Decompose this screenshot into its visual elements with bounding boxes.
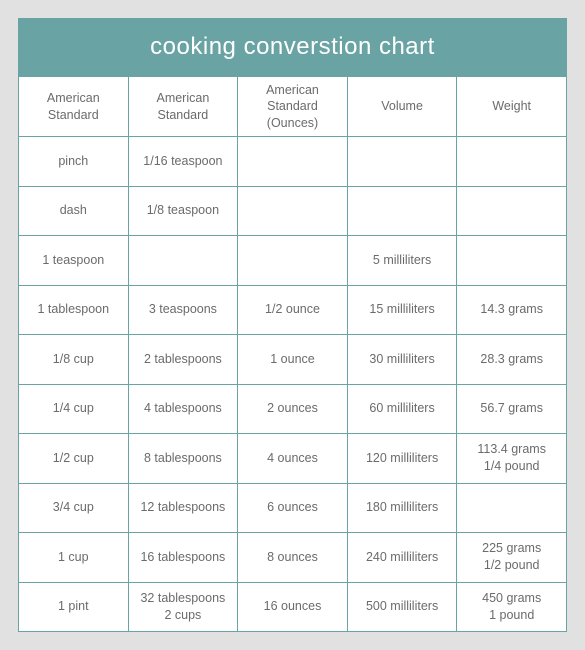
table-cell: 15 milliliters bbox=[347, 285, 457, 335]
table-row: 1 teaspoon 5 milliliters bbox=[19, 236, 567, 286]
table-body: pinch1/16 teaspoondash1/8 teaspoon1 teas… bbox=[19, 137, 567, 632]
table-cell: 3 teaspoons bbox=[128, 285, 238, 335]
table-cell: 500 milliliters bbox=[347, 582, 457, 632]
table-cell: 1/2 ounce bbox=[238, 285, 348, 335]
table-header: American StandardAmerican StandardAmeric… bbox=[19, 77, 567, 137]
table-cell: 120 milliliters bbox=[347, 434, 457, 484]
table-cell bbox=[238, 236, 348, 286]
table-cell: 14.3 grams bbox=[457, 285, 567, 335]
table-cell: 1 teaspoon bbox=[19, 236, 129, 286]
table-row: 3/4 cup12 tablespoons6 ounces180 millili… bbox=[19, 483, 567, 533]
table-cell bbox=[347, 137, 457, 187]
table-cell: 32 tablespoons2 cups bbox=[128, 582, 238, 632]
table-cell: 28.3 grams bbox=[457, 335, 567, 385]
table-row: 1/4 cup4 tablespoons2 ounces60 millilite… bbox=[19, 384, 567, 434]
table-cell bbox=[457, 236, 567, 286]
table-cell bbox=[457, 137, 567, 187]
table-cell: 450 grams1 pound bbox=[457, 582, 567, 632]
table-cell: 60 milliliters bbox=[347, 384, 457, 434]
table-cell bbox=[457, 483, 567, 533]
table-cell: 8 tablespoons bbox=[128, 434, 238, 484]
table-cell: 180 milliliters bbox=[347, 483, 457, 533]
table-cell: 5 milliliters bbox=[347, 236, 457, 286]
table-cell bbox=[238, 137, 348, 187]
table-cell: 2 ounces bbox=[238, 384, 348, 434]
table-cell: 1 tablespoon bbox=[19, 285, 129, 335]
table-cell: 1/16 teaspoon bbox=[128, 137, 238, 187]
table-cell: 12 tablespoons bbox=[128, 483, 238, 533]
table-cell: 16 ounces bbox=[238, 582, 348, 632]
column-header: American Standard bbox=[128, 77, 238, 137]
table-cell: 16 tablespoons bbox=[128, 533, 238, 583]
table-row: 1/8 cup2 tablespoons1 ounce30 milliliter… bbox=[19, 335, 567, 385]
table-cell: 56.7 grams bbox=[457, 384, 567, 434]
column-header: American Standard bbox=[19, 77, 129, 137]
table-cell: 240 milliliters bbox=[347, 533, 457, 583]
table-row: 1 cup16 tablespoons8 ounces240 millilite… bbox=[19, 533, 567, 583]
table-cell: 8 ounces bbox=[238, 533, 348, 583]
table-cell: 4 ounces bbox=[238, 434, 348, 484]
table-cell: 1 cup bbox=[19, 533, 129, 583]
table-cell: 1/4 cup bbox=[19, 384, 129, 434]
chart-title: cooking converstion chart bbox=[18, 18, 567, 76]
table-cell: 1 pint bbox=[19, 582, 129, 632]
table-cell: 4 tablespoons bbox=[128, 384, 238, 434]
table-cell: 3/4 cup bbox=[19, 483, 129, 533]
table-row: 1/2 cup8 tablespoons4 ounces120 millilit… bbox=[19, 434, 567, 484]
conversion-chart-card: cooking converstion chart American Stand… bbox=[18, 18, 567, 632]
table-cell: pinch bbox=[19, 137, 129, 187]
table-row: pinch1/16 teaspoon bbox=[19, 137, 567, 187]
table-cell: 113.4 grams1/4 pound bbox=[457, 434, 567, 484]
table-cell: 30 milliliters bbox=[347, 335, 457, 385]
column-header: American Standard (Ounces) bbox=[238, 77, 348, 137]
table-cell: 2 tablespoons bbox=[128, 335, 238, 385]
column-header: Volume bbox=[347, 77, 457, 137]
table-cell: 1/2 cup bbox=[19, 434, 129, 484]
table-cell: 225 grams1/2 pound bbox=[457, 533, 567, 583]
table-cell bbox=[128, 236, 238, 286]
column-header: Weight bbox=[457, 77, 567, 137]
conversion-table: American StandardAmerican StandardAmeric… bbox=[18, 76, 567, 632]
table-cell bbox=[347, 186, 457, 236]
table-cell bbox=[457, 186, 567, 236]
table-cell: 1/8 teaspoon bbox=[128, 186, 238, 236]
table-row: 1 pint32 tablespoons2 cups16 ounces500 m… bbox=[19, 582, 567, 632]
table-cell bbox=[238, 186, 348, 236]
table-cell: 1/8 cup bbox=[19, 335, 129, 385]
table-cell: dash bbox=[19, 186, 129, 236]
table-row: 1 tablespoon3 teaspoons1/2 ounce15 milli… bbox=[19, 285, 567, 335]
table-cell: 1 ounce bbox=[238, 335, 348, 385]
table-cell: 6 ounces bbox=[238, 483, 348, 533]
table-row: dash1/8 teaspoon bbox=[19, 186, 567, 236]
